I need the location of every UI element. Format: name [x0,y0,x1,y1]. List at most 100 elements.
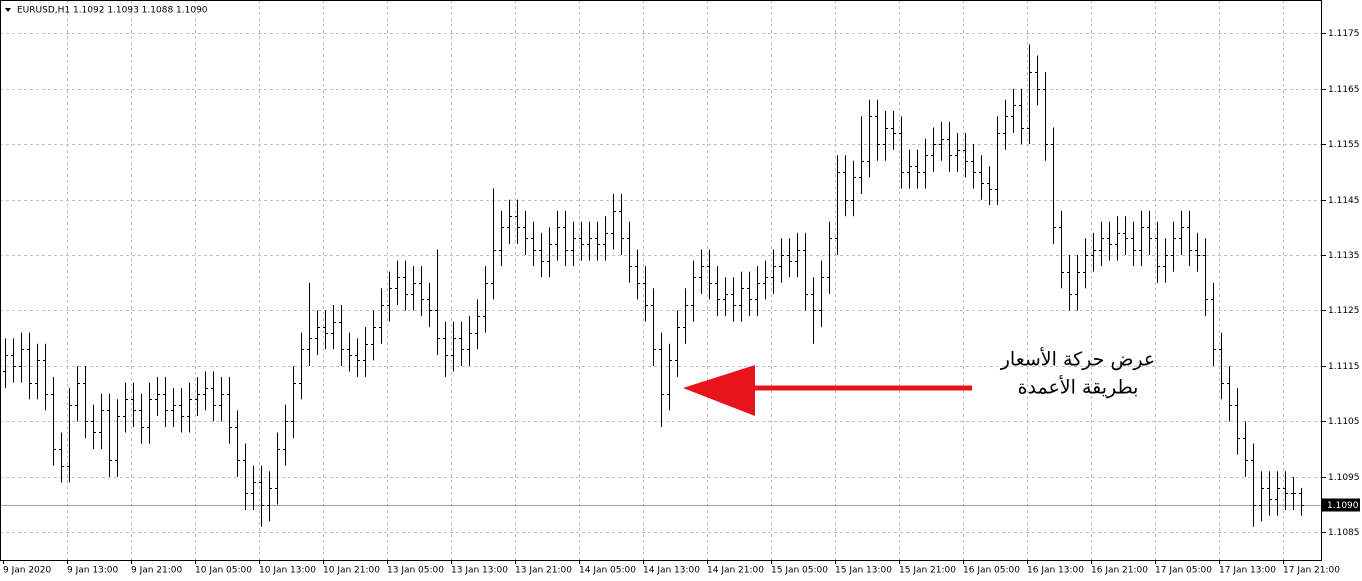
ohlc-bar [1171,221,1176,272]
ohlc-bar [451,321,456,372]
ohlc-bar [1003,99,1008,150]
ohlc-bar [155,377,160,416]
ohlc-bar [531,221,536,267]
ohlc-bar [1267,471,1272,516]
ohlc-bar [595,221,600,261]
ohlc-bar [979,155,984,200]
ohlc-bar [443,321,448,378]
ohlc-bar [387,271,392,322]
ohlc-bar [571,221,576,267]
ohlc-bar [59,432,64,483]
ohlc-bar [1011,88,1016,134]
ohlc-bar [731,277,736,322]
annotation: عرض حركة الأسعار بطريقة الأعمدة [683,348,1156,416]
ohlc-bar [11,338,16,383]
ohlc-bar [987,166,992,206]
x-tick-label: 9 Jan 13:00 [67,566,119,576]
ohlc-bar [1227,365,1232,422]
ohlc-bar [1195,232,1200,272]
ohlc-bar [1083,238,1088,289]
ohlc-bar [523,210,528,256]
ohlc-bar [811,277,816,344]
ohlc-bar [699,249,704,294]
ohlc-bar [1075,255,1080,311]
ohlc-bar [499,210,504,267]
ohlc-bar [619,194,624,256]
x-tick-label: 10 Jan 13:00 [259,566,316,576]
ohlc-bar [1027,44,1032,145]
ohlc-bar [851,160,856,217]
plot-border [0,0,1322,561]
x-tick-label: 10 Jan 21:00 [323,566,380,576]
ohlc-bar [227,377,232,444]
ohlc-bar [347,332,352,372]
arrow-head [683,365,755,416]
ohlc-bar [779,238,784,283]
ohlc-bar [91,404,96,450]
ohlc-bar [43,343,48,411]
x-tick-label: 15 Jan 05:00 [771,566,828,576]
ohlc-bar [331,304,336,350]
ohlc-bar [763,260,768,300]
y-tick-label: 1.1125 [1328,306,1360,316]
ohlc-bar [691,260,696,322]
ohlc-bar [323,310,328,350]
ohlc-bar [915,149,920,189]
ohlc-bar [827,221,832,294]
ohlc-bar [131,382,136,427]
ohlc-bar [1251,443,1256,527]
ohlc-bar [859,116,864,195]
ohlc-bar [1187,210,1192,267]
ohlc-bar [1291,476,1296,511]
ohlc-bar [1123,216,1128,256]
x-tick-label: 10 Jan 05:00 [195,566,252,576]
bars [3,44,1304,527]
x-tick-label: 14 Jan 21:00 [707,566,764,576]
y-tick-label: 1.1175 [1328,29,1360,39]
ohlc-bar [899,116,904,189]
x-tick-label: 15 Jan 13:00 [835,566,892,576]
ohlc-bar [1203,238,1208,317]
ohlc-bar [339,304,344,366]
ohlc-bar [1235,388,1240,455]
ohlc-bar [251,465,256,511]
x-tick-label: 17 Jan 21:00 [1283,566,1340,576]
ohlc-bar [379,288,384,344]
x-tick-label: 17 Jan 13:00 [1219,566,1276,576]
ohlc-bar [1155,221,1160,283]
ohlc-bar [963,133,968,178]
ohlc-bar [947,121,952,172]
ohlc-bar [467,316,472,366]
ohlc-bar [555,210,560,261]
ohlc-bar [995,116,1000,206]
ohlc-bar [715,266,720,317]
y-tick-label: 1.1165 [1328,85,1360,95]
ohlc-bar [907,149,912,189]
ohlc-bar [1043,72,1048,161]
ohlc-bar [259,465,264,527]
ohlc-bar [67,388,72,483]
ohlc-bar [147,382,152,444]
x-tick-label: 9 Jan 21:00 [131,566,183,576]
ohlc-bar [1283,471,1288,511]
ohlc-bar [931,127,936,172]
annotation-line: بطريقة الأعمدة [1018,376,1139,399]
y-tick-label: 1.1085 [1328,528,1360,538]
ohlc-bar [3,338,8,389]
ohlc-bar [819,260,824,328]
ohlc-bar [1243,421,1248,477]
x-tick-label: 14 Jan 05:00 [579,566,636,576]
last-price-box [1322,498,1360,512]
annotation-line: عرض حركة الأسعار [1000,348,1156,371]
ohlc-bar [867,99,872,178]
ohlc-bar [35,343,40,400]
ohlc-bar [363,327,368,378]
axes: 1.1175 1.1165 1.1155 1.1145 1.1135 1.1125 1.11… [3,29,1360,576]
header-icon [5,8,11,12]
ohlc-bar [1107,221,1112,261]
ohlc-bar [123,382,128,433]
ohlc-bar [787,238,792,278]
ohlc-bar [635,249,640,300]
y-tick-label: 1.1155 [1328,140,1360,150]
ohlc-bar [107,393,112,477]
